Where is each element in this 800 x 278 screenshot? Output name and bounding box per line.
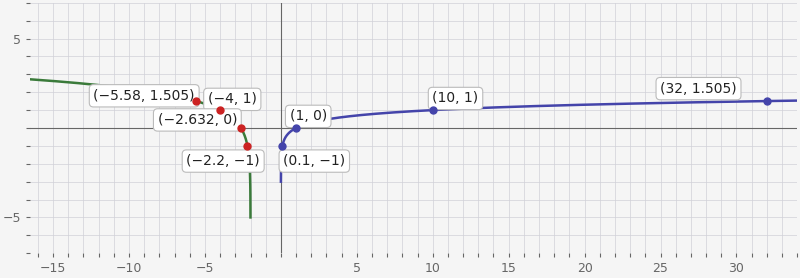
Text: (−2.632, 0): (−2.632, 0) — [158, 113, 237, 127]
Text: (0.1, −1): (0.1, −1) — [283, 154, 346, 168]
Text: (1, 0): (1, 0) — [290, 109, 327, 123]
Text: (−4, 1): (−4, 1) — [208, 92, 257, 106]
Text: (10, 1): (10, 1) — [433, 91, 478, 105]
Text: (−5.58, 1.505): (−5.58, 1.505) — [94, 89, 195, 103]
Text: (32, 1.505): (32, 1.505) — [660, 82, 737, 96]
Text: (−2.2, −1): (−2.2, −1) — [186, 154, 260, 168]
